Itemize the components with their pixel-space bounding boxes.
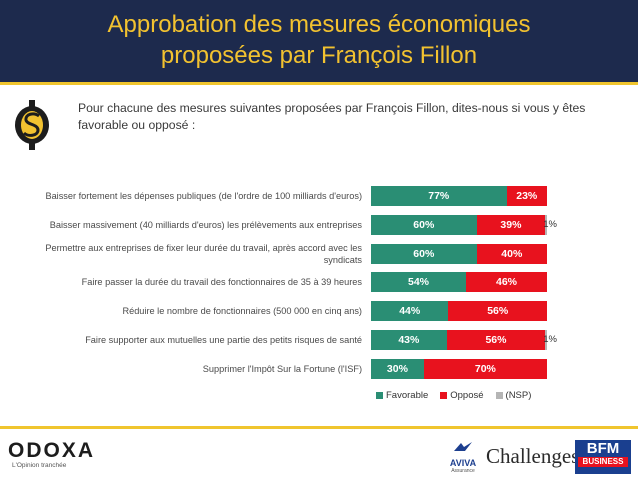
bar-segment (476, 243, 547, 264)
footer-divider (0, 426, 638, 429)
bar-segment (506, 186, 547, 206)
category-label: Faire passer la durée du travail des fon… (81, 277, 362, 288)
legend-label: Opposé (450, 390, 484, 401)
data-label: 56% (487, 305, 509, 318)
data-label: 60% (413, 218, 435, 231)
data-label: 70% (474, 362, 496, 375)
challenges-logo: Challenges (486, 444, 580, 468)
bar-segment (371, 214, 477, 235)
legend-item: Favorable (376, 390, 428, 401)
bar-segment (545, 214, 547, 235)
data-label: 44% (399, 305, 421, 318)
data-label: 43% (398, 334, 420, 346)
data-label: 46% (496, 276, 518, 289)
legend-swatch (440, 392, 448, 399)
bar-segment (371, 186, 507, 206)
legend-label: Favorable (386, 390, 429, 401)
bar-segment (476, 214, 546, 235)
header-banner: Approbation des mesures économiques prop… (0, 0, 638, 82)
data-label: 56% (485, 334, 507, 346)
category-label: Supprimer l'Impôt Sur la Fortune (l'ISF) (202, 363, 362, 374)
bfm-business-logo: BFM BUSINESS (575, 440, 631, 474)
data-label: 40% (501, 247, 523, 260)
category-label: Baisser massivement (40 milliards d'euro… (49, 219, 362, 230)
odoxa-tagline: L'Opinion tranchée (12, 462, 67, 469)
bar-segment (545, 330, 547, 350)
header-divider (0, 82, 638, 85)
category-label: Baisser fortement les dépenses publiques… (45, 191, 362, 201)
data-label: 1% (543, 334, 557, 345)
odoxa-logo: ODOXA L'Opinion tranchée (8, 439, 96, 470)
legend-swatch (376, 392, 383, 399)
bfm-wordmark: BFM (586, 440, 620, 457)
data-label: 39% (500, 218, 522, 231)
chart-legend: Favorable Opposé (NSP) (376, 390, 531, 401)
aviva-bird-icon (454, 442, 472, 451)
bar-segment (371, 358, 424, 379)
data-label: 54% (408, 276, 430, 289)
title-line-1: Approbation des mesures économiques (107, 11, 531, 38)
odoxa-wordmark: ODOXA (8, 439, 96, 462)
odoxa-emblem-icon (15, 100, 49, 150)
aviva-logo: AVIVA Assurance (445, 440, 481, 474)
bar-segment (448, 301, 547, 322)
legend-item: (NSP) (495, 390, 532, 401)
data-label: 1% (543, 218, 557, 230)
data-label: 30% (386, 362, 408, 375)
category-label: Permettre aux entreprises de fixer leur … (45, 242, 362, 265)
survey-question: Pour chacune des mesures suivantes propo… (78, 101, 586, 132)
stacked-bar-chart: Baisser fortement les dépenses publiques… (0, 176, 638, 406)
bar-segment (423, 358, 547, 379)
bar-segment (371, 301, 449, 322)
title-line-2: proposées par François Fillon (160, 42, 478, 69)
page-title: Approbation des mesures économiques prop… (60, 9, 578, 71)
bar-segment (371, 243, 477, 264)
category-label: Réduire le nombre de fonctionnaires (500… (122, 306, 362, 317)
aviva-wordmark: AVIVA (449, 458, 477, 468)
legend-item: Opposé (440, 390, 484, 401)
bar-segment (446, 330, 546, 350)
legend-label: (NSP) (505, 390, 532, 401)
bar-segment (466, 272, 547, 293)
data-label: 23% (516, 190, 538, 202)
aviva-subtitle: Assurance (451, 468, 475, 474)
category-label: Faire supporter aux mutuelles une partie… (85, 335, 362, 345)
bar-segment (371, 272, 467, 293)
data-label: 77% (428, 190, 450, 202)
bar-segment (371, 330, 447, 350)
data-label: 60% (413, 247, 435, 260)
business-wordmark: BUSINESS (578, 457, 628, 467)
legend-swatch (495, 392, 503, 399)
